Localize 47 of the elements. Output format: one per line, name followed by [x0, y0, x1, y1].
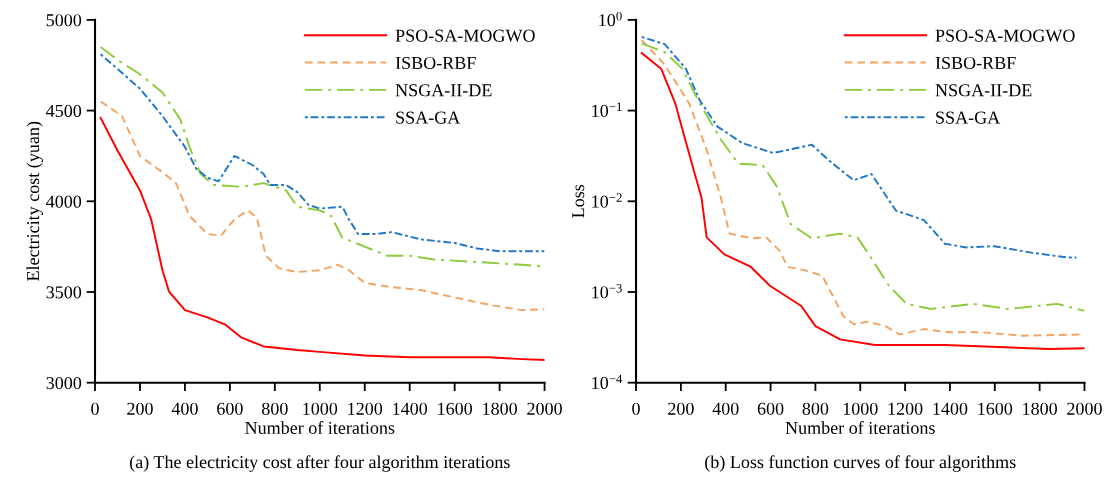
- x-tick-label: 0: [91, 402, 99, 415]
- text: (a) The electricity cost after four algorithm iterations: [129, 455, 510, 472]
- x-axis-title: Number of iterations: [785, 421, 935, 434]
- x-tick-label: 600: [757, 402, 784, 415]
- x-tick-label: 200: [668, 402, 694, 415]
- y-tick-label: 3000: [46, 376, 82, 390]
- y-tick-label: 10$^{−2}$: [592, 193, 622, 208]
- y-tick-label: 3500: [46, 286, 82, 299]
- y-tick-label: 10$^{−1}$: [592, 102, 622, 117]
- x-tick-label: 2000: [1067, 402, 1102, 415]
- line-series: [99, 100, 545, 312]
- legend-label: PSO-SA-MOGWO: [935, 29, 1075, 42]
- legend-label: SSA-GA: [396, 111, 461, 124]
- x-tick-label: 1800: [483, 402, 517, 415]
- x-tick-label: 600: [217, 402, 243, 415]
- legend-label: NSGA-II-DE: [395, 84, 492, 97]
- legend-label: SSA-GA: [936, 111, 1001, 124]
- x-tick-label: 400: [171, 402, 198, 415]
- x-tick-label: 1600: [978, 402, 1013, 415]
- x-tick-label: 800: [802, 402, 829, 415]
- x-tick-label: 1400: [393, 402, 428, 415]
- x-tick-label: 1400: [933, 402, 968, 415]
- x-tick-label: 1200: [348, 402, 383, 415]
- legend-label: NSGA-II-DE: [935, 84, 1032, 97]
- x-tick-label: 1000: [303, 402, 338, 415]
- x-tick-label: 1200: [888, 402, 923, 415]
- x-tick-label: 1000: [843, 402, 878, 415]
- legend-label: ISBO-RBF: [395, 56, 476, 70]
- text: (b) Loss function curves of four algorithms: [705, 455, 1016, 472]
- x-tick-label: 1600: [438, 402, 473, 415]
- x-tick-label: 200: [127, 402, 153, 415]
- y-tick-label: 10$^{−3}$: [592, 283, 622, 299]
- y-tick-label: 4500: [46, 104, 82, 118]
- y-axis-title: Loss: [572, 184, 585, 218]
- y-tick-label: 10$^{0}$: [599, 11, 622, 27]
- legend-label: ISBO-RBF: [935, 56, 1016, 70]
- x-axis-title: Number of iterations: [245, 421, 395, 434]
- x-tick-label: 2000: [527, 402, 562, 415]
- y-axis-title: Electricity cost (yuan): [26, 121, 43, 281]
- x-tick-label: 800: [261, 402, 288, 415]
- x-tick-label: 1800: [1023, 402, 1057, 415]
- y-tick-label: 5000: [46, 14, 82, 27]
- x-tick-label: 400: [712, 402, 739, 415]
- x-tick-label: 0: [632, 402, 640, 415]
- y-tick-label: 4000: [46, 195, 82, 208]
- y-tick-label: 10$^{−4}$: [592, 374, 623, 389]
- legend-label: PSO-SA-MOGWO: [395, 29, 535, 42]
